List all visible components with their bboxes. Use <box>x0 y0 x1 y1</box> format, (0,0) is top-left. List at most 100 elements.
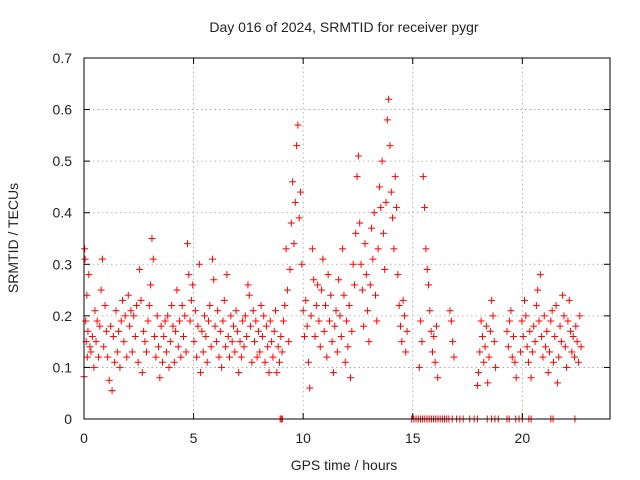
grid-lines <box>84 58 610 419</box>
data-point <box>266 317 274 325</box>
data-point <box>269 353 277 361</box>
data-point <box>256 348 264 356</box>
data-point <box>539 353 547 361</box>
data-point <box>538 332 546 340</box>
data-point <box>382 198 390 206</box>
data-point <box>379 229 387 237</box>
data-point <box>219 317 227 325</box>
data-point <box>577 343 585 351</box>
data-point <box>222 343 230 351</box>
y-tick-label: 0.3 <box>53 256 73 272</box>
data-point <box>395 302 403 310</box>
data-point <box>134 358 142 366</box>
data-point <box>127 307 135 315</box>
x-tick-label: 0 <box>80 430 88 446</box>
data-point <box>204 317 212 325</box>
data-point <box>320 327 328 335</box>
data-point <box>381 265 389 273</box>
data-point <box>477 317 485 325</box>
data-point <box>257 302 265 310</box>
data-point <box>111 358 119 366</box>
data-point <box>185 271 193 279</box>
data-point <box>374 245 382 253</box>
data-point <box>322 302 330 310</box>
data-point <box>116 363 124 371</box>
data-point <box>88 332 96 340</box>
y-tick-label: 0.1 <box>53 359 73 375</box>
y-tick-label: 0.5 <box>53 153 73 169</box>
data-point <box>294 121 302 129</box>
data-point <box>393 204 401 212</box>
data-point <box>168 302 176 310</box>
data-point <box>286 265 294 273</box>
data-point <box>517 348 525 356</box>
data-point <box>345 302 353 310</box>
data-point <box>195 260 203 268</box>
data-point <box>113 348 121 356</box>
data-point <box>431 358 439 366</box>
data-point <box>87 348 95 356</box>
data-point <box>398 338 406 346</box>
data-point <box>293 142 301 150</box>
data-point <box>544 369 552 377</box>
data-point <box>131 332 139 340</box>
data-point <box>207 343 215 351</box>
data-point <box>228 338 236 346</box>
data-point <box>153 312 161 320</box>
tick-labels: 0 0.1 0.2 0.3 0.4 0.5 0.6 0.7 0 5 10 15 20 <box>53 50 531 446</box>
data-point <box>365 338 373 346</box>
data-point <box>540 312 548 320</box>
data-point <box>212 338 220 346</box>
data-point <box>576 312 584 320</box>
data-point <box>336 312 344 320</box>
data-point <box>331 322 339 330</box>
data-point <box>117 317 125 325</box>
data-point <box>178 302 186 310</box>
data-point <box>251 338 259 346</box>
data-point <box>190 338 198 346</box>
data-point <box>482 322 490 330</box>
data-point <box>144 317 152 325</box>
data-point <box>162 348 170 356</box>
data-point <box>264 343 272 351</box>
data-point <box>328 338 336 346</box>
data-point <box>449 338 457 346</box>
data-point <box>241 312 249 320</box>
data-point <box>370 209 378 217</box>
data-point <box>97 286 105 294</box>
data-point <box>174 343 182 351</box>
data-point <box>555 353 563 361</box>
data-point <box>312 302 320 310</box>
data-point <box>152 353 160 361</box>
data-point <box>298 260 306 268</box>
data-point <box>112 307 120 315</box>
data-point <box>86 343 94 351</box>
data-point <box>237 353 245 361</box>
data-point <box>419 173 427 181</box>
data-point <box>447 317 455 325</box>
data-point <box>223 271 231 279</box>
data-point <box>236 338 244 346</box>
data-point <box>526 327 534 335</box>
data-point <box>332 307 340 315</box>
data-point <box>574 358 582 366</box>
data-point <box>137 296 145 304</box>
data-point <box>224 332 232 340</box>
data-point <box>375 183 383 191</box>
data-point <box>421 204 429 212</box>
data-point <box>548 307 556 315</box>
data-point <box>96 322 104 330</box>
data-point <box>232 307 240 315</box>
data-point <box>155 343 163 351</box>
data-point <box>364 307 372 315</box>
data-point <box>348 327 356 335</box>
data-point <box>93 317 101 325</box>
data-point <box>527 374 535 382</box>
data-point <box>158 358 166 366</box>
data-point <box>231 348 239 356</box>
data-point <box>287 219 295 227</box>
data-point <box>297 188 305 196</box>
data-point <box>270 327 278 335</box>
data-point <box>434 374 442 382</box>
